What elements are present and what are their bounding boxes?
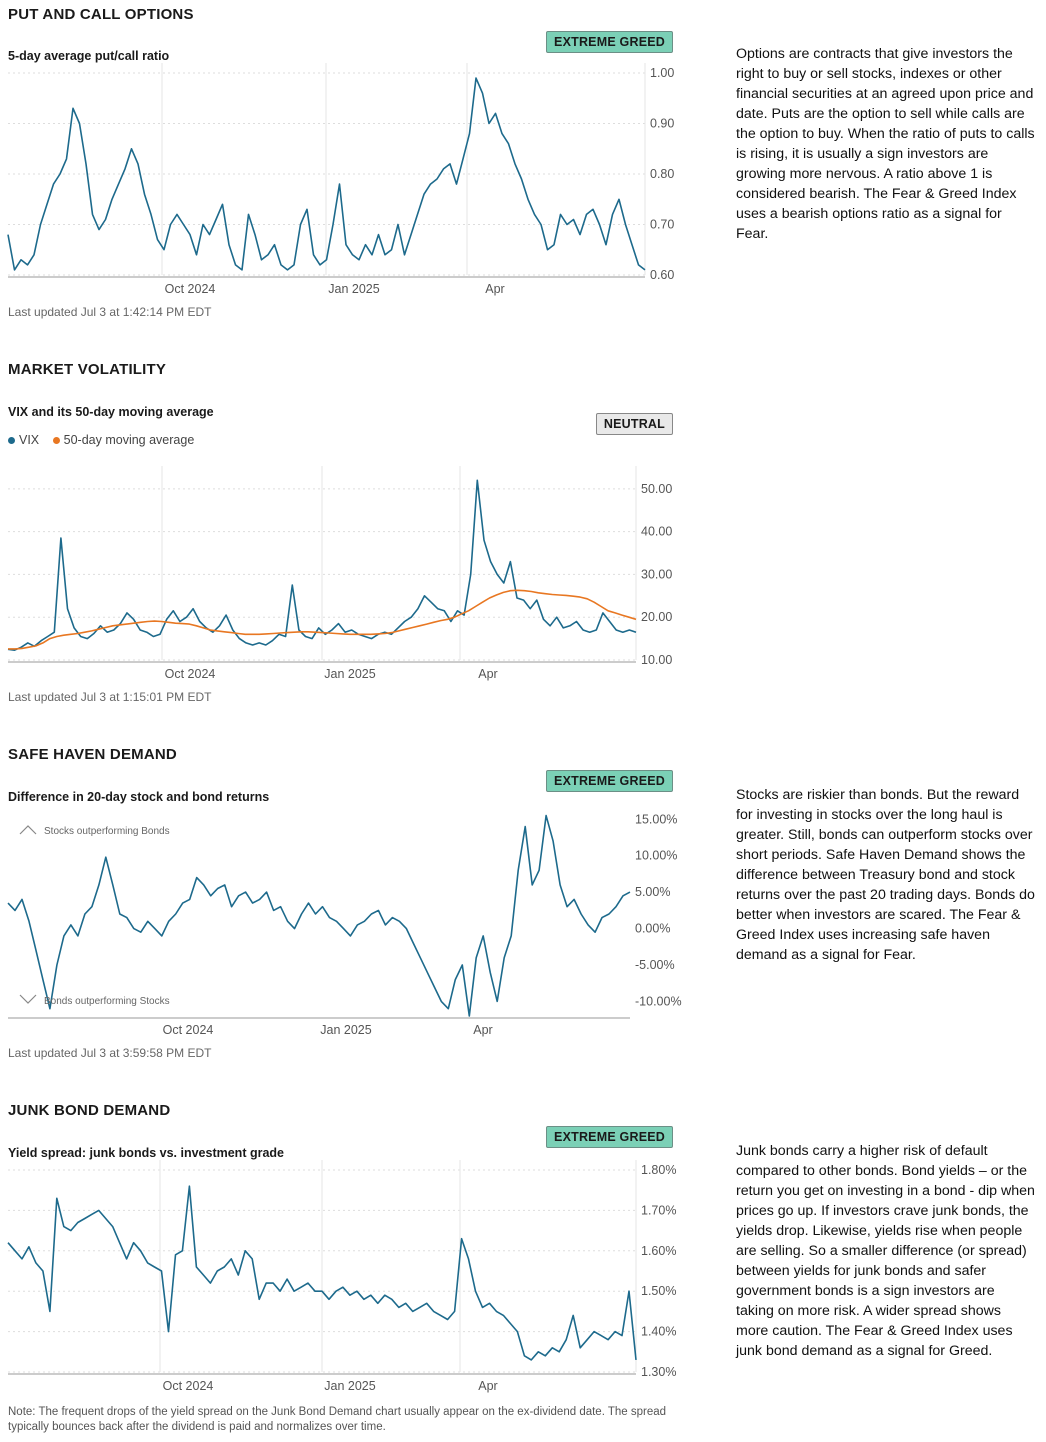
section-title: SAFE HAVEN DEMAND: [8, 746, 177, 763]
x-tick-label: Apr: [478, 667, 497, 681]
section-junk-bond-demand: JUNK BOND DEMAND Yield spread: junk bond…: [0, 1102, 1046, 1402]
y-tick-label: 20.00: [641, 610, 672, 624]
x-tick-label: Oct 2024: [165, 667, 216, 681]
status-badge: EXTREME GREED: [546, 1126, 673, 1148]
x-tick-label: Apr: [473, 1023, 492, 1037]
vix-chart: 50.00 40.00 30.00 20.00 10.00 Oct 2024 Jan 202…: [7, 466, 672, 681]
series-line: [7, 814, 631, 1017]
y-tick-label: 0.90: [650, 117, 674, 131]
y-tick-label: 1.50%: [641, 1284, 676, 1298]
chart-subtitle: 5-day average put/call ratio: [8, 49, 170, 63]
y-tick-label: 15.00%: [635, 812, 677, 826]
y-tick-label: 0.80: [650, 167, 674, 181]
status-badge: NEUTRAL: [595, 413, 673, 435]
y-tick-label: -5.00%: [635, 958, 675, 972]
section-description: Junk bonds carry a higher risk of defaul…: [736, 1143, 1035, 1359]
x-tick-label: Jan 2025: [324, 667, 375, 681]
y-tick-label: 1.00: [650, 66, 674, 80]
x-tick-label: Oct 2024: [163, 1023, 214, 1037]
chart-subtitle: Yield spread: junk bonds vs. investment …: [8, 1146, 284, 1160]
footnote: Note: The frequent drops of the yield sp…: [8, 1406, 667, 1433]
y-tick-label: 1.70%: [641, 1203, 676, 1217]
status-badge: EXTREME GREED: [546, 770, 673, 792]
y-tick-label: 50.00: [641, 482, 672, 496]
y-tick-label: 0.70: [650, 218, 674, 232]
section-title: PUT AND CALL OPTIONS: [8, 6, 194, 23]
section-description: Options are contracts that give investor…: [736, 46, 1035, 242]
junk-bond-chart: 1.80% 1.70% 1.60% 1.50% 1.40% 1.30% Oct 2024 Ja…: [7, 1160, 676, 1393]
last-updated: Last updated Jul 3 at 1:42:14 PM EDT: [8, 305, 212, 319]
y-tick-label: -10.00%: [635, 994, 682, 1008]
x-tick-label: Oct 2024: [165, 282, 216, 296]
chevron-up-icon: [19, 825, 37, 835]
y-tick-label: 0.00%: [635, 922, 670, 936]
y-tick-label: 30.00: [641, 567, 672, 581]
last-updated: Last updated Jul 3 at 1:15:01 PM EDT: [8, 690, 212, 704]
section-put-call-options: PUT AND CALL OPTIONS 5-day average put/c…: [0, 6, 1046, 336]
y-tick-label: 40.00: [641, 525, 672, 539]
chart-subtitle: VIX and its 50-day moving average: [8, 405, 214, 419]
status-badge: EXTREME GREED: [546, 31, 673, 53]
x-tick-label: Apr: [478, 1379, 497, 1393]
y-tick-label: 0.60: [650, 268, 674, 282]
put-call-chart: 1.00 0.90 0.80 0.70 0.60 Oct 2024 Jan 2025 Apr: [7, 63, 674, 296]
series-line: [8, 589, 637, 650]
x-tick-label: Jan 2025: [328, 282, 379, 296]
legend-dot: [8, 437, 15, 445]
x-tick-label: Apr: [485, 282, 504, 296]
legend-label: VIX: [19, 433, 40, 447]
x-tick-label: Jan 2025: [320, 1023, 371, 1037]
annotation-bonds-outperforming: Bonds outperforming Stocks: [44, 996, 170, 1007]
legend-item-ma: 50-day moving average: [52, 433, 195, 447]
legend-item-vix: VIX: [8, 433, 39, 447]
chart-subtitle: Difference in 20-day stock and bond retu…: [8, 790, 270, 804]
y-tick-label: 10.00%: [635, 849, 677, 863]
y-tick-label: 1.60%: [641, 1244, 676, 1258]
section-title: JUNK BOND DEMAND: [8, 1102, 171, 1119]
series-line: [7, 77, 646, 271]
y-tick-label: 5.00%: [635, 885, 670, 899]
legend-dot: [52, 437, 60, 445]
section-description: Stocks are riskier than bonds. But the r…: [736, 787, 1035, 963]
safe-haven-chart: 15.00% 10.00% 5.00% 0.00% -5.00% -10.00% Oct 2…: [7, 812, 682, 1037]
y-tick-label: 1.40%: [641, 1325, 676, 1339]
y-tick-label: 10.00: [641, 653, 672, 667]
annotation-stocks-outperforming: Stocks outperforming Bonds: [44, 826, 170, 837]
legend-label: 50-day moving average: [63, 433, 195, 447]
series-line: [7, 1185, 637, 1361]
chevron-down-icon: [19, 994, 37, 1004]
x-tick-label: Jan 2025: [324, 1379, 375, 1393]
section-title: MARKET VOLATILITY: [8, 361, 167, 378]
section-safe-haven-demand: SAFE HAVEN DEMAND Difference in 20-day s…: [0, 746, 1046, 1066]
y-tick-label: 1.30%: [641, 1365, 676, 1379]
chart-legend: VIX 50-day moving average: [8, 433, 204, 447]
x-tick-label: Oct 2024: [163, 1379, 214, 1393]
series-line: [7, 479, 637, 652]
y-tick-label: 1.80%: [641, 1163, 676, 1177]
last-updated: Last updated Jul 3 at 3:59:58 PM EDT: [8, 1046, 212, 1060]
section-market-volatility: MARKET VOLATILITY VIX and its 50-day mov…: [0, 361, 1046, 711]
